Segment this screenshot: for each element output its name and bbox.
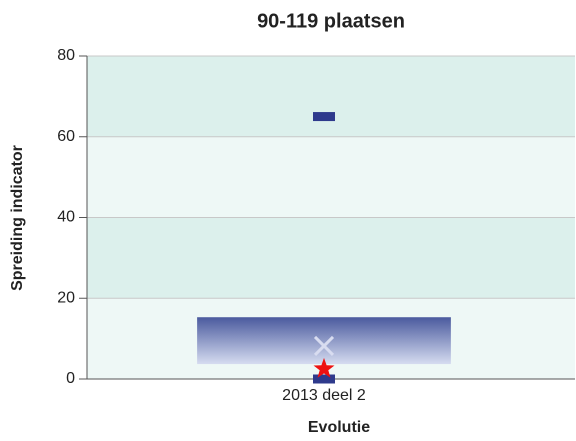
y-tick-label: 40	[57, 209, 75, 226]
y-tick-label: 80	[57, 47, 75, 64]
y-tick-label: 60	[57, 128, 75, 145]
plot-band	[87, 136, 575, 218]
box	[197, 317, 451, 365]
chart-title: 90-119 plaatsen	[257, 10, 405, 32]
y-tick-label: 20	[57, 289, 75, 306]
x-axis-label: Evolutie	[308, 419, 370, 436]
plot-band	[87, 217, 575, 299]
x-tick-label: 2013 deel 2	[282, 387, 366, 404]
whisker-marker	[313, 112, 335, 122]
whisker-marker	[313, 374, 335, 384]
y-axis-label: Spreiding indicator	[9, 145, 26, 291]
y-tick-label: 0	[66, 370, 75, 387]
value-marker	[313, 357, 335, 378]
mean-marker	[313, 335, 335, 356]
plot-band	[87, 56, 575, 137]
